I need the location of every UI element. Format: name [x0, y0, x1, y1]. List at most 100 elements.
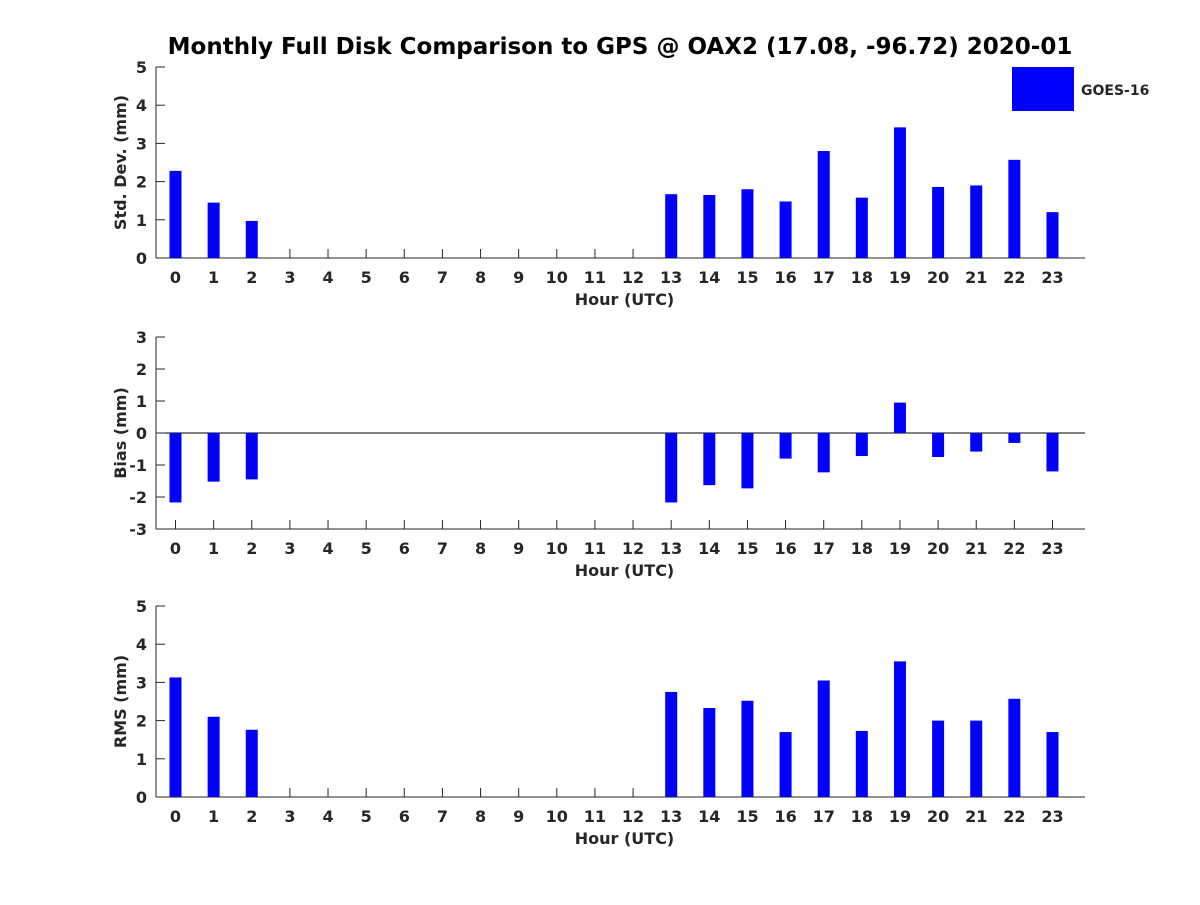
- y-tick-label: 3: [136, 328, 147, 347]
- x-tick-label: 0: [170, 268, 181, 287]
- x-tick-label: 22: [1003, 539, 1025, 558]
- legend-swatch: [1012, 67, 1074, 111]
- bar-hour-23: [1046, 212, 1059, 258]
- y-tick-label: 5: [136, 597, 147, 616]
- y-tick-label: 1: [136, 392, 147, 411]
- x-tick-label: 4: [322, 539, 333, 558]
- x-tick-label: 10: [546, 539, 568, 558]
- x-tick-label: 18: [851, 539, 873, 558]
- y-tick-label: -1: [129, 456, 147, 475]
- x-tick-label: 15: [736, 268, 758, 287]
- x-tick-label: 11: [584, 268, 606, 287]
- bar-hour-23: [1046, 732, 1059, 797]
- y-axis-label: Bias (mm): [111, 387, 130, 479]
- bar-hour-0: [169, 170, 182, 258]
- x-tick-label: 13: [660, 539, 682, 558]
- x-tick-label: 22: [1003, 268, 1025, 287]
- y-tick-label: -2: [129, 488, 147, 507]
- x-tick-label: 10: [546, 268, 568, 287]
- legend: GOES-16: [1012, 67, 1149, 111]
- y-tick-label: 4: [136, 635, 147, 654]
- y-axis-label: RMS (mm): [111, 655, 130, 748]
- x-tick-label: 6: [399, 807, 410, 826]
- x-tick-label: 8: [475, 539, 486, 558]
- bar-hour-14: [703, 194, 716, 258]
- x-tick-label: 6: [399, 539, 410, 558]
- x-tick-label: 1: [208, 807, 219, 826]
- x-tick-label: 21: [965, 807, 987, 826]
- x-tick-label: 7: [437, 807, 448, 826]
- y-tick-label: 4: [136, 96, 147, 115]
- x-tick-label: 23: [1041, 807, 1063, 826]
- bar-hour-2: [245, 433, 258, 480]
- x-tick-label: 5: [361, 539, 372, 558]
- bar-hour-13: [665, 691, 678, 797]
- x-tick-label: 23: [1041, 539, 1063, 558]
- x-tick-label: 5: [361, 268, 372, 287]
- x-tick-label: 15: [736, 807, 758, 826]
- y-tick-label: -3: [129, 520, 147, 539]
- legend-label: GOES-16: [1081, 83, 1149, 99]
- x-tick-label: 1: [208, 268, 219, 287]
- x-tick-label: 19: [889, 539, 911, 558]
- bar-hour-1: [207, 202, 220, 258]
- bar-hour-18: [855, 433, 868, 457]
- x-tick-label: 21: [965, 539, 987, 558]
- bar-hour-20: [932, 186, 945, 258]
- x-tick-label: 8: [475, 807, 486, 826]
- x-tick-label: 2: [246, 268, 257, 287]
- bar-hour-22: [1008, 159, 1021, 258]
- y-tick-label: 0: [136, 788, 147, 807]
- x-tick-label: 10: [546, 807, 568, 826]
- chart-title: Monthly Full Disk Comparison to GPS @ OA…: [168, 34, 1073, 60]
- x-tick-label: 1: [208, 539, 219, 558]
- x-tick-label: 5: [361, 807, 372, 826]
- x-tick-label: 13: [660, 807, 682, 826]
- bar-hour-18: [855, 730, 868, 797]
- bar-hour-22: [1008, 433, 1021, 443]
- bar-hour-21: [970, 185, 983, 258]
- bar-hour-16: [779, 732, 792, 797]
- x-tick-label: 12: [622, 807, 644, 826]
- x-tick-label: 6: [399, 268, 410, 287]
- x-tick-label: 0: [170, 539, 181, 558]
- bar-hour-1: [207, 433, 220, 482]
- y-tick-label: 2: [136, 712, 147, 731]
- bar-hour-19: [893, 661, 906, 797]
- bar-hour-15: [741, 700, 754, 797]
- x-tick-label: 16: [774, 807, 796, 826]
- bar-hour-0: [169, 433, 182, 503]
- x-tick-label: 11: [584, 807, 606, 826]
- bar-hour-15: [741, 189, 754, 258]
- bar-hour-2: [245, 729, 258, 797]
- x-tick-label: 20: [927, 807, 949, 826]
- x-tick-label: 9: [513, 268, 524, 287]
- bar-hour-13: [665, 194, 678, 258]
- x-tick-label: 14: [698, 268, 720, 287]
- x-tick-label: 14: [698, 807, 720, 826]
- x-tick-label: 17: [813, 539, 835, 558]
- x-tick-label: 18: [851, 268, 873, 287]
- bar-hour-14: [703, 433, 716, 486]
- x-tick-label: 20: [927, 539, 949, 558]
- x-tick-label: 4: [322, 807, 333, 826]
- x-tick-label: 3: [284, 807, 295, 826]
- bar-hour-15: [741, 433, 754, 489]
- x-tick-label: 19: [889, 807, 911, 826]
- bar-hour-21: [970, 720, 983, 797]
- bar-hour-16: [779, 433, 792, 459]
- bar-hour-21: [970, 433, 983, 452]
- x-tick-label: 3: [284, 539, 295, 558]
- x-tick-label: 2: [246, 539, 257, 558]
- x-tick-label: 8: [475, 268, 486, 287]
- x-tick-label: 2: [246, 807, 257, 826]
- x-tick-label: 17: [813, 268, 835, 287]
- x-tick-label: 4: [322, 268, 333, 287]
- x-tick-label: 20: [927, 268, 949, 287]
- y-tick-label: 0: [136, 424, 147, 443]
